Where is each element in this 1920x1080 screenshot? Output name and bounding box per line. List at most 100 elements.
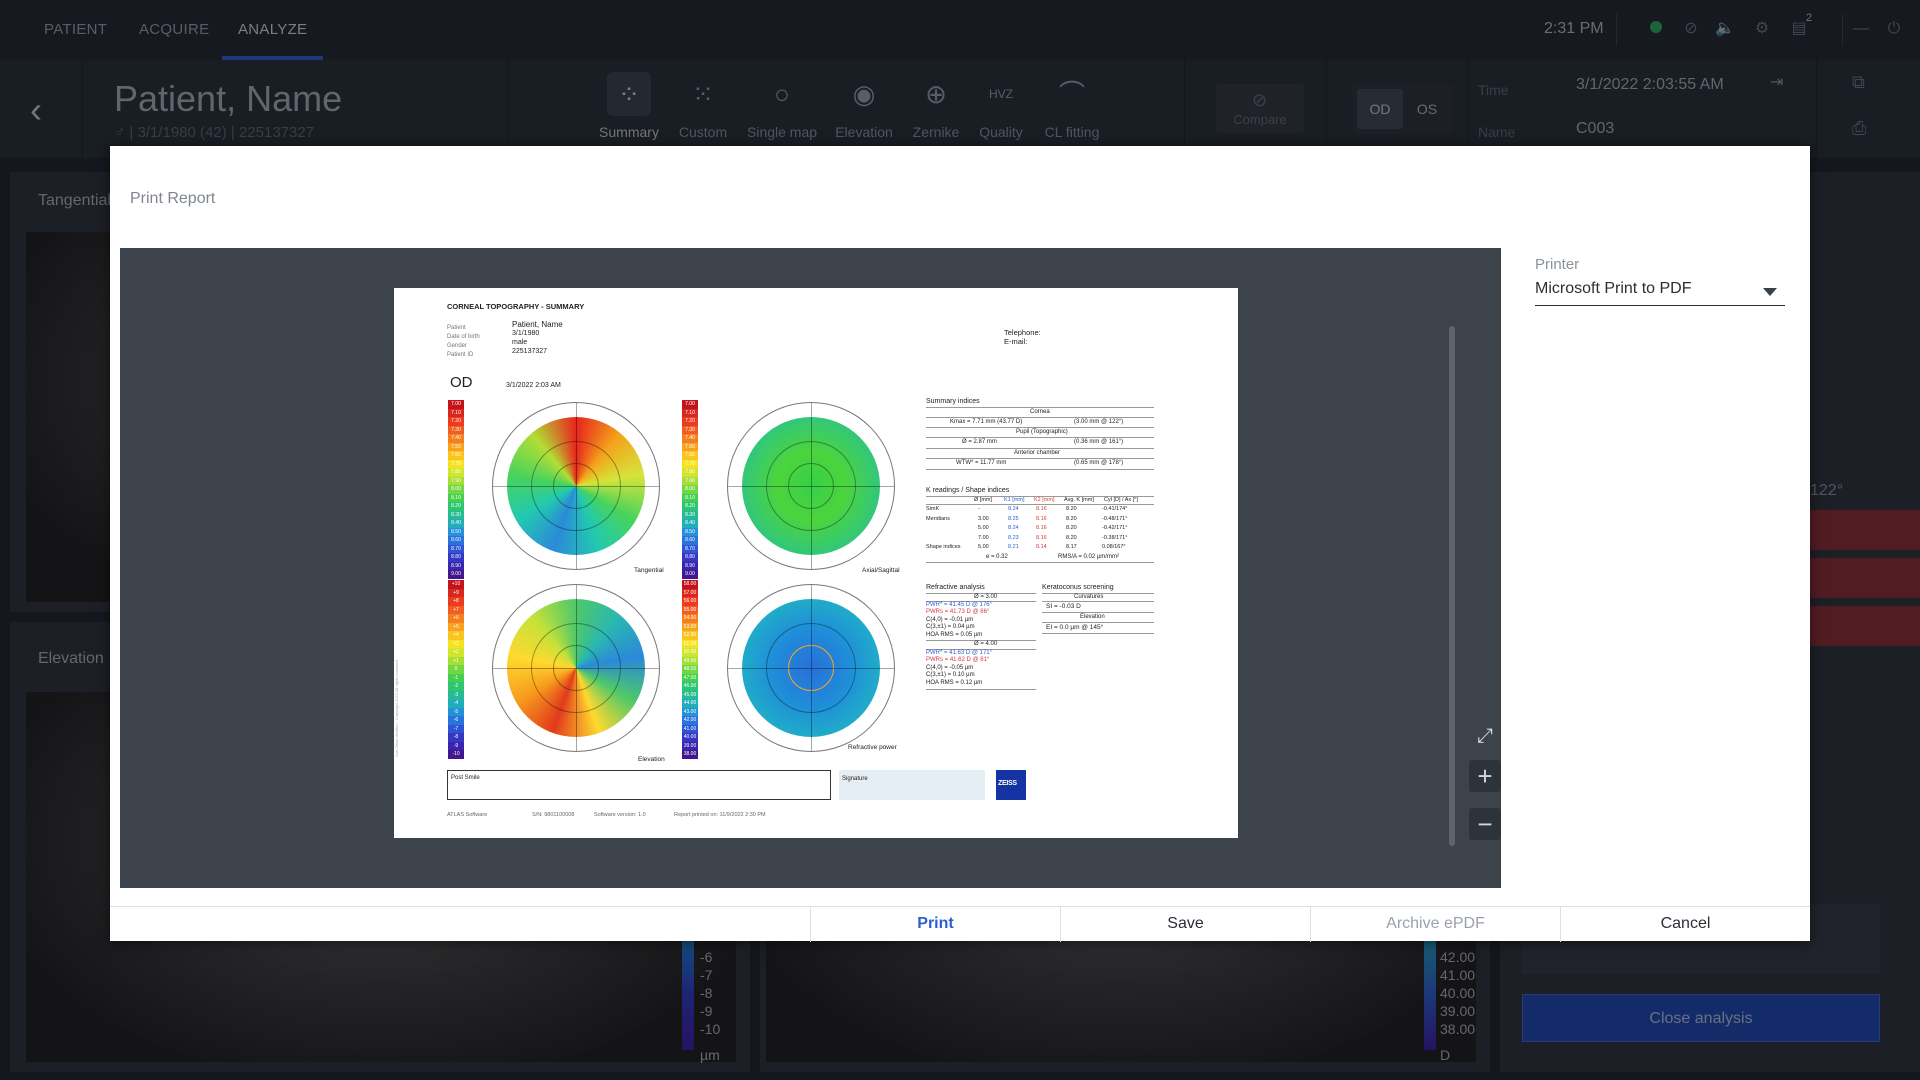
legend-step: 7.80: [682, 468, 698, 477]
k-reading-cell: -0.41/174°: [1102, 506, 1128, 512]
indicator-bar: [1810, 558, 1920, 598]
mode-zernike[interactable]: ⊕ Zernike: [901, 72, 971, 152]
legend-step: 57.00: [682, 588, 698, 597]
keratoconus-ei: EI = 0.0 µm @ 145°: [1046, 624, 1104, 631]
eye-od-button[interactable]: OD: [1357, 89, 1403, 129]
keratoconus-si: SI = -0.03 D: [1046, 603, 1081, 610]
legend-step: 53.00: [682, 622, 698, 631]
keratoconus-elevation-title: Elevation: [1080, 614, 1105, 620]
open-window-icon[interactable]: ⧉: [1852, 72, 1865, 92]
legend-step: +8: [448, 597, 464, 606]
save-button[interactable]: Save: [1060, 907, 1310, 942]
k-reading-cell: 8.20: [1066, 525, 1077, 531]
printer-select[interactable]: Microsoft Print to PDF: [1535, 280, 1785, 306]
cancel-button[interactable]: Cancel: [1560, 907, 1810, 942]
legend-step: +7: [448, 605, 464, 614]
zeiss-logo: ZEISS: [996, 770, 1026, 800]
map-label-refractive: Refractive power: [848, 744, 897, 751]
indicator-bar: [1810, 510, 1920, 550]
mode-custom[interactable]: ⁙ Custom: [668, 72, 738, 152]
compare-button[interactable]: ⊘ Compare: [1216, 84, 1304, 134]
refractive-group1-title: Ø = 3.00: [974, 594, 998, 600]
mode-single-map[interactable]: ○ Single map: [747, 72, 817, 152]
mode-quality[interactable]: HVZ Quality: [966, 72, 1036, 152]
notifications-icon[interactable]: ▤: [1791, 20, 1807, 37]
legend-step: +6: [448, 614, 464, 623]
archive-epdf-button[interactable]: Archive ePDF: [1310, 907, 1560, 942]
eye-selector: OD OS: [1352, 84, 1454, 134]
tab-analyze[interactable]: ANALYZE: [221, 0, 324, 60]
signature-label: Signature: [842, 776, 868, 782]
legend-step: 43.00: [682, 707, 698, 716]
wtw-position: (0.65 mm @ 178°): [1074, 460, 1124, 466]
indicator-bar: [1810, 606, 1920, 646]
legend-step: 8.40: [448, 519, 464, 528]
zoom-out-button[interactable]: −: [1469, 808, 1501, 840]
table-line: [1042, 612, 1154, 613]
top-navigation-bar: PATIENT ACQUIRE ANALYZE 2:31 PM ⊘ 🔈 ⚙ ▤ …: [0, 0, 1920, 60]
legend-step: 7.90: [682, 476, 698, 485]
mode-label: CL fitting: [1044, 124, 1100, 140]
divider: [1842, 14, 1843, 46]
legend-step: 45.00: [682, 690, 698, 699]
mode-summary[interactable]: ⁘ Summary: [594, 72, 664, 152]
k-reading-cell: 8.17: [1066, 544, 1077, 550]
footer-printed: Report printed on: 11/9/2022 2:30 PM: [674, 812, 766, 818]
table-line: [926, 504, 1154, 505]
elevation-icon: ◉: [852, 79, 876, 109]
eye-os-button[interactable]: OS: [1416, 101, 1438, 117]
print-button[interactable]: Print: [810, 907, 1060, 942]
k-reading-cell: 8.24: [1008, 506, 1019, 512]
table-line: [926, 448, 1154, 449]
k-reading-cell: 5.00: [978, 525, 989, 531]
legend-step: +3: [448, 639, 464, 648]
report-title: CORNEAL TOPOGRAPHY - SUMMARY: [447, 302, 585, 311]
power-icon[interactable]: ⏻: [1887, 20, 1901, 37]
preview-scrollbar[interactable]: [1449, 326, 1455, 846]
k-reading-cell: -0.38/171°: [1102, 534, 1128, 541]
k-header-k2: K2 [mm]: [1034, 497, 1055, 503]
k-reading-cell: -: [978, 506, 980, 512]
refractive-group2-title: Ø = 4.00: [974, 641, 998, 647]
volume-icon[interactable]: 🔈: [1715, 20, 1735, 37]
clock: 2:31 PM: [1544, 20, 1604, 37]
table-line: [1042, 593, 1154, 594]
table-line: [926, 689, 1036, 690]
k-readings-title: K readings / Shape indices: [926, 487, 1010, 494]
zoom-in-button[interactable]: +: [1469, 760, 1501, 792]
legend-step: 8.40: [682, 519, 698, 528]
legend-step: 8.60: [682, 536, 698, 545]
back-chevron-icon[interactable]: ‹: [30, 89, 42, 130]
tab-patient[interactable]: PATIENT: [44, 21, 108, 38]
export-icon[interactable]: ⇥: [1770, 74, 1784, 91]
curvature-legend-right: 7.00 7.10 7.20 7.30 7.40 7.50 7.60 7.70 7.80 7.90…: [682, 400, 698, 579]
table-line: [1042, 601, 1154, 602]
summary-title: Summary indices: [926, 398, 980, 405]
tab-acquire[interactable]: ACQUIRE: [139, 21, 210, 38]
k-reading-cell: 8.20: [1066, 515, 1077, 522]
legend-step: -1: [448, 673, 464, 682]
pupil-title: Pupil (Topographic): [1016, 429, 1068, 435]
mode-label: Custom: [678, 124, 728, 140]
footer-sn: S/N: 9801100008: [532, 812, 575, 818]
minimize-icon[interactable]: —: [1853, 20, 1869, 37]
fullscreen-icon[interactable]: ⤢: [1477, 725, 1493, 747]
mode-cl-fitting[interactable]: ⌒ CL fitting: [1037, 72, 1107, 152]
table-line: [926, 640, 1036, 641]
print-preview-icon[interactable]: ⎙: [1852, 118, 1867, 138]
k-reading-cell: 8.16: [1036, 506, 1047, 512]
k-header-k1: K1 [mm]: [1004, 497, 1025, 503]
legend-step: 9.00: [448, 570, 464, 579]
printer-value: Microsoft Print to PDF: [1535, 280, 1692, 297]
legend-step: 7.50: [448, 442, 464, 451]
map-label-elevation: Elevation: [638, 756, 665, 763]
mode-elevation[interactable]: ◉ Elevation: [829, 72, 899, 152]
report-page: CORNEAL TOPOGRAPHY - SUMMARY Patient Dat…: [394, 288, 1238, 838]
kmax: Kmax = 7.71 mm (43.77 D): [950, 419, 1023, 425]
legend-step: -3: [448, 690, 464, 699]
close-analysis-button[interactable]: Close analysis: [1522, 994, 1880, 1042]
link-icon[interactable]: ⊘: [1684, 20, 1698, 37]
gear-icon[interactable]: ⚙: [1754, 20, 1770, 37]
legend-step: 7.10: [682, 408, 698, 417]
refractive-title: Refractive analysis: [926, 584, 985, 591]
